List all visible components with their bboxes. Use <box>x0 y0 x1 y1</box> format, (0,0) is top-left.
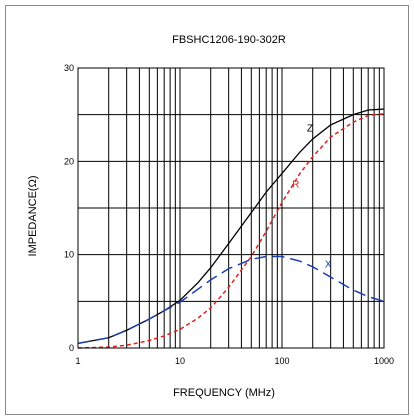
tick-labels: 1 10 100 1000 0 10 20 30 <box>64 63 394 366</box>
impedance-chart: FBSHC1206-190-302R Z R X 1 10 100 1000 0 10 20 30… <box>27 34 394 399</box>
x-tick-label: 1 <box>75 356 80 366</box>
series-label-x: X <box>325 259 332 270</box>
x-tick-label: 1000 <box>374 356 394 366</box>
series-labels: Z R X <box>292 124 332 271</box>
x-axis-label: FREQUENCY (MHz) <box>173 387 275 399</box>
plot-grid <box>77 68 385 348</box>
x-tick-label: 100 <box>274 356 289 366</box>
y-tick-label: 0 <box>69 343 74 353</box>
plot-border <box>77 67 385 349</box>
chart-title: FBSHC1206-190-302R <box>172 34 286 46</box>
series-group <box>77 108 385 349</box>
series-label-r: R <box>292 179 299 190</box>
y-tick-label: 20 <box>64 156 74 166</box>
series-label-z: Z <box>307 124 313 135</box>
y-tick-label: 30 <box>64 63 74 73</box>
x-tick-label: 10 <box>175 356 185 366</box>
y-tick-label: 10 <box>64 250 74 260</box>
series-line-x <box>77 255 385 345</box>
series-line-r <box>77 112 385 349</box>
y-axis-label: IMPEDANCE(Ω) <box>27 176 39 257</box>
chart-frame: FBSHC1206-190-302R Z R X 1 10 100 1000 0 10 20 30… <box>5 5 409 415</box>
series-line-z <box>77 108 385 344</box>
